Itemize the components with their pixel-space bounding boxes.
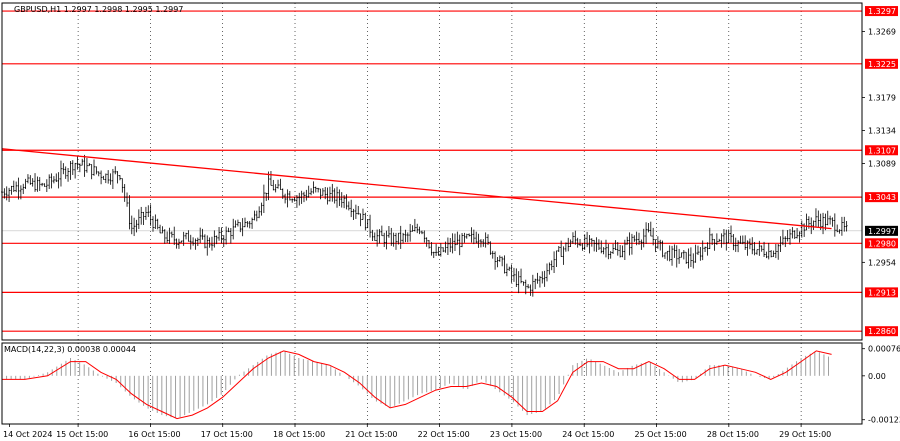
macd-signal-line xyxy=(2,350,832,420)
level-label-box xyxy=(865,287,898,298)
time-tick-label: 23 Oct 15:00 xyxy=(490,430,542,439)
axes xyxy=(1,2,863,425)
macd-tick-label: -0.00123 xyxy=(868,416,900,425)
macd-tick-label: 0.00 xyxy=(868,372,886,381)
time-tick-label: 16 Oct 15:00 xyxy=(128,430,180,439)
grid-lines xyxy=(77,3,802,424)
price-tick-label: 1.3089 xyxy=(868,159,896,168)
price-tick-label: 1.2954 xyxy=(868,258,896,267)
time-tick-label: 28 Oct 15:00 xyxy=(707,430,759,439)
level-label: 1.2913 xyxy=(868,288,896,297)
time-tick-label: 29 Oct 15:00 xyxy=(779,430,831,439)
level-label: 1.2980 xyxy=(868,239,896,248)
main-panel-border xyxy=(1,2,863,341)
trendline-line xyxy=(1,148,832,230)
price-tick-label: 1.3134 xyxy=(868,126,896,135)
level-label: 1.3297 xyxy=(868,7,896,16)
time-tick-label: 15 Oct 15:00 xyxy=(56,430,108,439)
time-tick-label: 18 Oct 15:00 xyxy=(273,430,325,439)
level-label-box xyxy=(865,145,898,156)
price-tick-label: 1.3179 xyxy=(868,94,896,103)
level-label-box xyxy=(865,58,898,69)
support-resistance-levels xyxy=(2,10,862,332)
price-tick-label: 1.3269 xyxy=(868,28,896,37)
level-label-box xyxy=(865,6,898,17)
time-tick-label: 24 Oct 15:00 xyxy=(562,430,614,439)
level-label: 1.3043 xyxy=(868,193,896,202)
level-label: 1.3107 xyxy=(868,146,896,155)
level-label: 1.2860 xyxy=(868,327,896,336)
time-tick-label: 17 Oct 15:00 xyxy=(201,430,253,439)
current-price-box xyxy=(865,225,898,236)
current-price-label: 1.2997 xyxy=(868,227,896,236)
time-tick-label: 22 Oct 15:00 xyxy=(418,430,470,439)
macd-panel-border xyxy=(1,342,863,425)
level-label: 1.3225 xyxy=(868,60,896,69)
trendline xyxy=(1,148,832,230)
macd-panel xyxy=(1,350,832,420)
level-label-box xyxy=(865,192,898,203)
price-bars xyxy=(1,154,848,297)
time-tick-label: 14 Oct 2024 xyxy=(3,430,52,439)
time-tick-label: 21 Oct 15:00 xyxy=(345,430,397,439)
axis-labels: 1.3269 1.3179 1.3134 1.3089 1.2954 1.3297 1.32… xyxy=(3,6,900,439)
symbol-header: GBPUSD,H1 1.2997 1.2998 1.2995 1.2997 xyxy=(14,5,183,14)
macd-label: MACD(14,22,3) 0.00038 0.00044 xyxy=(4,345,136,354)
macd-tick-label: 0.00076 xyxy=(868,345,900,354)
level-label-box xyxy=(865,238,898,249)
level-label-box xyxy=(865,326,898,337)
time-tick-label: 25 Oct 15:00 xyxy=(635,430,687,439)
